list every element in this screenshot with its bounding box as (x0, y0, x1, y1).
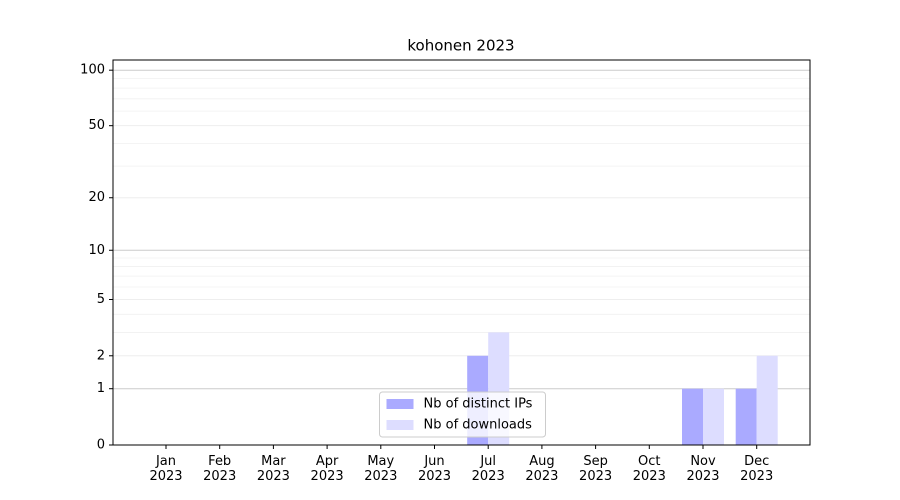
legend-label: Nb of downloads (424, 418, 533, 433)
x-tick-label: Oct 2023 (632, 454, 666, 484)
y-tick-label: 10 (88, 243, 105, 258)
y-tick-label: 5 (97, 292, 105, 307)
legend-label: Nb of distinct IPs (424, 397, 533, 412)
x-tick-label: Jul 2023 (471, 454, 505, 484)
x-tick-label: Dec 2023 (740, 454, 774, 484)
y-tick-label: 100 (80, 63, 105, 78)
y-tick-label: 2 (97, 348, 105, 363)
bar (682, 388, 703, 445)
y-tick-label: 1 (97, 381, 105, 396)
plot-frame (112, 59, 811, 446)
x-tick-label: Apr 2023 (310, 454, 344, 484)
bar (735, 388, 757, 445)
legend-box (379, 391, 546, 438)
bar (756, 355, 778, 445)
x-tick-label: May 2023 (364, 454, 398, 484)
x-tick-label: Aug 2023 (525, 454, 559, 484)
legend-swatch (386, 420, 414, 430)
y-tick-label: 20 (88, 190, 105, 205)
legend-swatch (386, 399, 414, 409)
x-tick-label: Nov 2023 (686, 454, 720, 484)
y-tick-label: 0 (97, 438, 105, 453)
chart-title: kohonen 2023 (407, 37, 514, 55)
y-tick-label: 50 (88, 118, 105, 133)
bar (703, 388, 724, 445)
x-tick-label: Mar 2023 (256, 454, 290, 484)
x-tick-label: Jan 2023 (149, 454, 183, 484)
x-tick-label: Jun 2023 (417, 454, 452, 484)
x-tick-label: Sep 2023 (579, 454, 613, 484)
x-tick-label: Feb 2023 (203, 454, 237, 484)
legend: Nb of distinct IPs Nb of downloads (379, 391, 546, 438)
